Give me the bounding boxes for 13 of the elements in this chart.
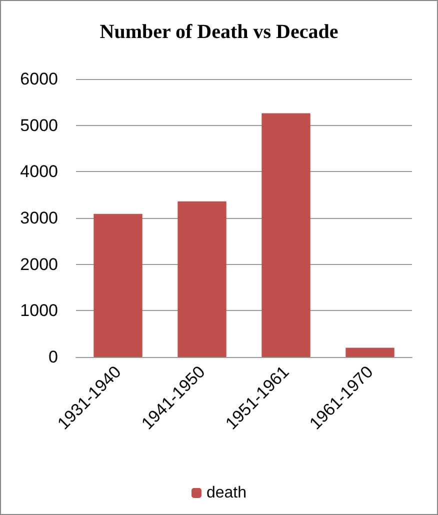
legend-label: death [206,484,247,502]
bar [346,348,394,357]
y-tick-label: 3000 [20,208,58,228]
y-tick-label: 0 [48,348,58,366]
y-tick-label: 6000 [20,70,58,88]
bar [262,113,310,357]
y-tick-label: 2000 [20,254,58,274]
bar [94,214,142,357]
y-tick-label: 4000 [20,162,58,182]
bar [178,201,226,357]
y-tick-label: 5000 [20,116,58,135]
chart-title: Number of Death vs Decade [100,21,338,43]
y-tick-label: 1000 [20,301,58,320]
